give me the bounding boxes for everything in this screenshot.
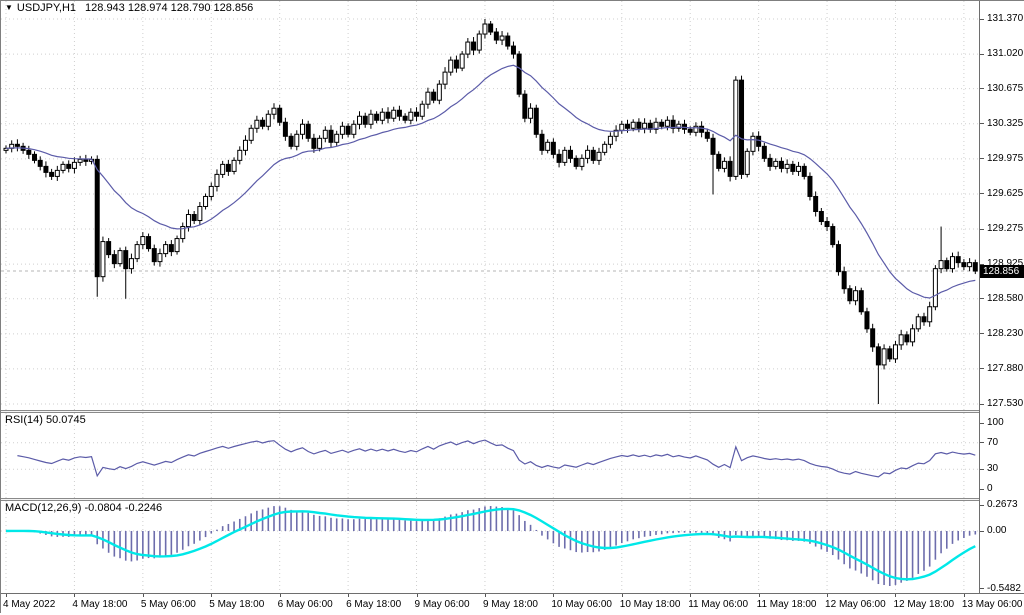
macd-indicator-pane[interactable]: MACD(12,26,9) -0.0804 -0.2246 [1,501,979,593]
time-axis-tick [827,594,829,597]
chart-info-header: ▼ USDJPY,H1 128.943 128.974 128.790 128.85… [5,2,253,14]
macd-label: MACD(12,26,9) [5,502,82,514]
price-axis-label-tick [980,368,984,370]
time-axis-tick [963,594,965,597]
rsi-axis-label-tick [980,468,984,470]
rsi-axis-label: 70 [987,436,999,448]
price-axis-label-tick [980,53,984,55]
price-axis-label: 130.325 [987,117,1024,129]
main-chart-canvas[interactable] [1,1,979,410]
rsi-chart-canvas[interactable] [1,413,979,498]
time-axis-label: 6 May 06:00 [277,599,333,610]
time-axis-tick [621,594,623,597]
time-axis-tick [142,594,144,597]
price-axis[interactable]: 128.856 131.370 131.020 130.675 130.325 129.… [979,1,1024,593]
time-axis-tick [553,594,555,597]
rsi-axis-label-tick [980,442,984,444]
main-price-pane[interactable]: ▼ USDJPY,H1 128.943 128.974 128.790 128.85… [1,1,979,410]
rsi-value: 50.0745 [45,414,86,426]
macd-values: -0.0804 -0.2246 [84,502,163,514]
pane-splitter-rsi[interactable] [1,410,979,413]
rsi-axis-label: 30 [987,463,999,475]
price-axis-label: 127.880 [987,362,1024,374]
price-axis-label: 129.625 [987,187,1024,199]
time-axis-label: 10 May 06:00 [551,599,612,610]
time-axis-label: 5 May 18:00 [209,599,265,610]
macd-axis-label-tick [980,504,984,506]
collapse-triangle-icon[interactable]: ▼ [5,3,13,12]
macd-axis-label: -0.5482 [987,582,1021,594]
price-axis-label: 130.675 [987,82,1024,94]
rsi-axis-label-tick [980,488,984,490]
time-axis-label: 10 May 18:00 [619,599,681,610]
time-axis-tick [6,594,7,597]
pane-splitter-macd[interactable] [1,498,979,501]
time-axis-tick [211,594,213,597]
time-axis-label: 4 May 18:00 [72,599,128,610]
price-axis-label-tick [980,193,984,195]
time-axis-tick [416,594,418,597]
price-axis-label-tick [980,263,984,265]
price-axis-label-tick [980,88,984,90]
time-axis-tick [690,594,692,597]
time-axis-label: 13 May 06:00 [961,599,1023,610]
price-axis-label: 131.020 [987,48,1024,60]
macd-axis-label: 0.00 [987,525,1007,536]
macd-header: MACD(12,26,9) -0.0804 -0.2246 [5,502,162,514]
price-axis-label-tick [980,403,984,405]
time-axis-label: 11 May 18:00 [756,599,817,610]
time-axis-tick [74,594,76,597]
ohlc-readout: 128.943 128.974 128.790 128.856 [85,2,254,14]
price-axis-label-tick [980,18,984,20]
price-axis-label: 128.230 [987,327,1024,339]
time-axis-label: 9 May 06:00 [414,599,470,610]
time-axis-tick [484,594,486,597]
rsi-header: RSI(14) 50.0745 [5,414,86,426]
price-axis-label: 128.925 [987,259,1023,269]
current-price-badge: 128.856 [980,264,1024,278]
macd-axis-label-tick [980,530,984,532]
rsi-axis-label: 0 [987,483,993,494]
time-axis-label: 6 May 18:00 [346,599,402,610]
time-axis-tick [348,594,350,597]
time-axis-tick [895,594,897,597]
time-axis-tick [758,594,760,597]
price-axis-label: 129.275 [987,223,1024,235]
symbol-period-label: USDJPY,H1 [16,2,77,14]
time-axis-label: 4 May 2022 [3,599,56,610]
rsi-indicator-pane[interactable]: RSI(14) 50.0745 [1,413,979,498]
rsi-axis-label: 100 [987,417,1004,428]
price-axis-label-tick [980,123,984,125]
price-axis-label: 128.580 [987,292,1024,304]
price-axis-label: 127.530 [987,398,1024,409]
time-axis[interactable]: 4 May 2022 4 May 18:00 5 May 06:00 5 May 18… [1,593,1024,615]
rsi-label: RSI(14) [5,414,43,426]
time-axis-tick [279,594,281,597]
time-axis-label: 12 May 18:00 [893,599,955,610]
price-axis-label-tick [980,158,984,160]
time-axis-label: 12 May 06:00 [825,599,886,610]
price-axis-label-tick [980,333,984,335]
time-axis-label: 11 May 06:00 [688,599,749,610]
macd-axis-label: 0.2673 [987,499,1018,511]
price-axis-label: 129.975 [987,152,1024,164]
time-axis-label: 5 May 06:00 [140,599,196,610]
price-axis-label: 131.370 [987,13,1024,24]
price-axis-label-tick [980,228,984,230]
rsi-axis-label-tick [980,422,984,424]
macd-axis-label-tick [980,588,984,590]
price-axis-label-tick [980,298,984,300]
macd-chart-canvas[interactable] [1,501,979,593]
time-axis-label: 9 May 18:00 [482,599,538,610]
